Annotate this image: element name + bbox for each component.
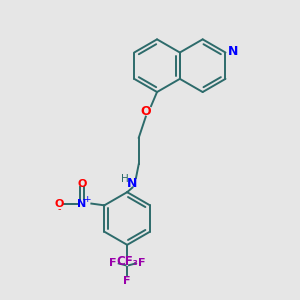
- Text: O: O: [55, 199, 64, 208]
- Text: F: F: [138, 259, 146, 269]
- Text: N: N: [228, 45, 238, 58]
- Text: O: O: [140, 105, 151, 118]
- Text: -: -: [58, 204, 61, 214]
- Text: N: N: [77, 199, 86, 208]
- Text: F: F: [109, 259, 116, 269]
- Text: N: N: [127, 177, 138, 190]
- Text: +: +: [83, 194, 90, 203]
- Text: CF₃: CF₃: [116, 255, 138, 268]
- Text: O: O: [77, 178, 87, 188]
- Text: F: F: [123, 276, 131, 286]
- Text: H: H: [121, 174, 129, 184]
